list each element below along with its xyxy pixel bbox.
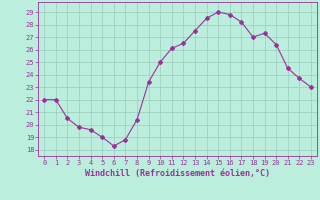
X-axis label: Windchill (Refroidissement éolien,°C): Windchill (Refroidissement éolien,°C) [85, 169, 270, 178]
